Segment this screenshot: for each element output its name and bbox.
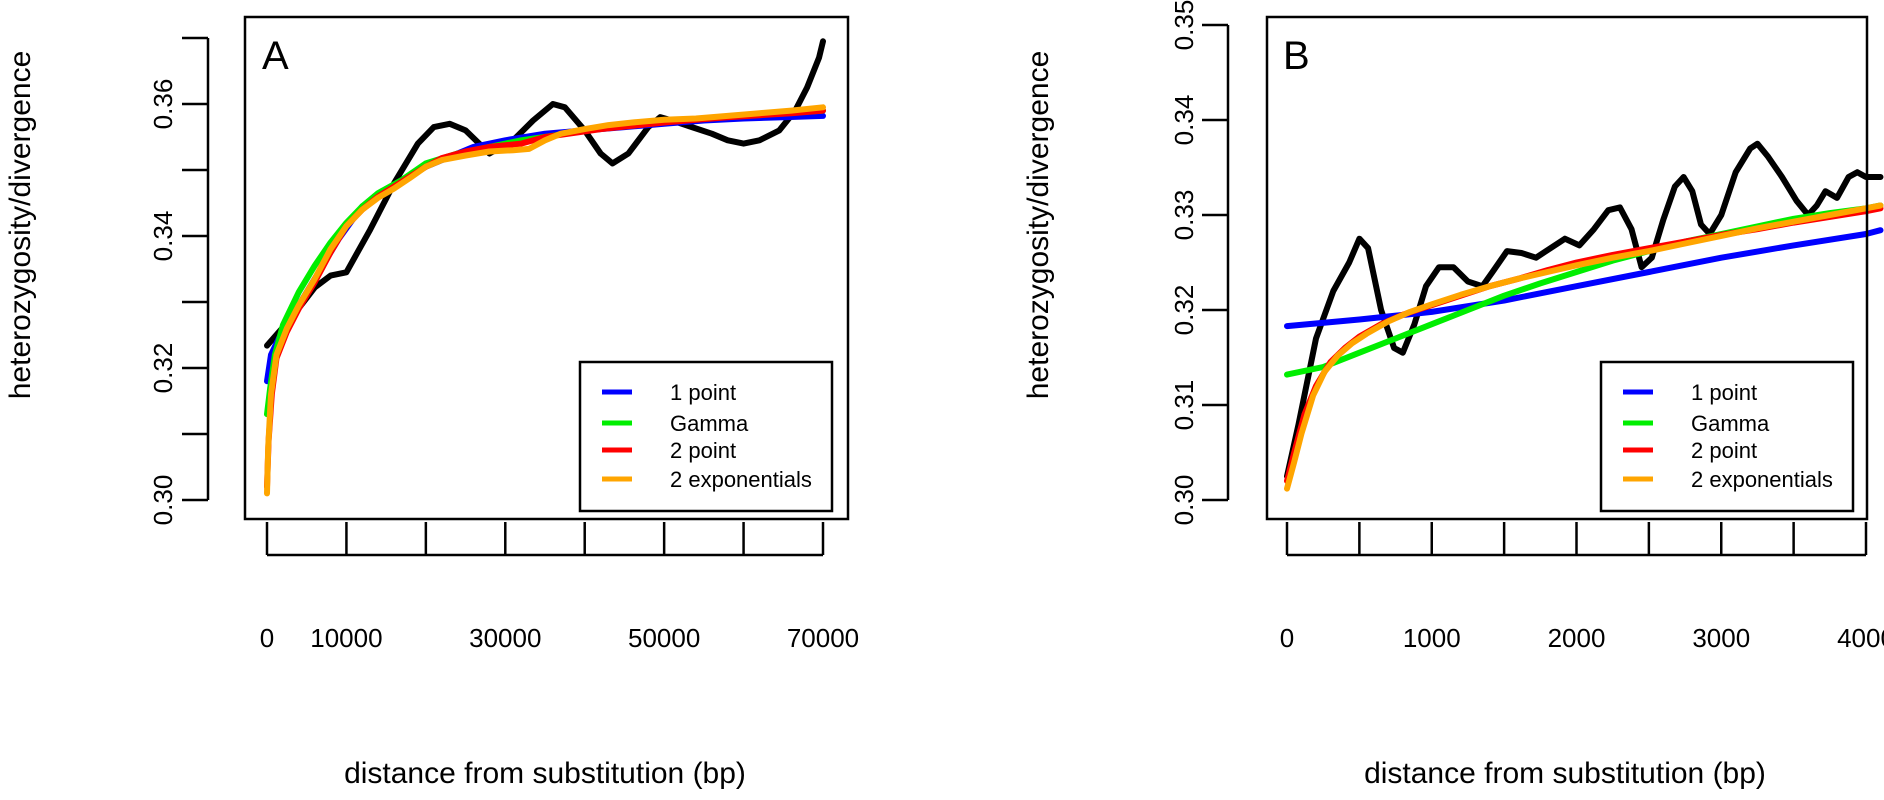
- legend-label-gamma: Gamma: [670, 411, 749, 436]
- series-line-1-point: [264, 112, 826, 385]
- y-tick-label: 0.32: [148, 343, 178, 394]
- x-axis-title-b: distance from substitution (bp): [1364, 757, 1766, 790]
- legend-box: [1599, 360, 1855, 513]
- legend-box: [578, 360, 834, 513]
- x-axis-title-a: distance from substitution (bp): [344, 757, 746, 790]
- x-tick-label: 50000: [628, 623, 700, 653]
- series-line-2-exponentials: [264, 104, 826, 497]
- y-tick-label: 0.30: [1169, 475, 1199, 526]
- series-line-observed: [264, 38, 826, 349]
- x-tick-label: 30000: [469, 623, 541, 653]
- y-tick-label: 0.34: [148, 211, 178, 262]
- y-tick-label: 0.31: [1169, 380, 1199, 431]
- panel-a: heterozygosity/divergence distance from …: [4, 15, 859, 790]
- legend-label-2-exponentials: 2 exponentials: [670, 467, 812, 492]
- y-axis-title-a: heterozygosity/divergence: [4, 51, 37, 400]
- panel-letter-a: A: [262, 34, 289, 78]
- x-tick-label: 10000: [310, 623, 382, 653]
- legend-label-2-exponentials: 2 exponentials: [1691, 467, 1833, 492]
- x-tick-label: 70000: [787, 623, 859, 653]
- y-axis-title-b: heterozygosity/divergence: [1022, 51, 1055, 400]
- legend-label-2-point: 2 point: [1691, 438, 1757, 463]
- panel-letter-b: B: [1283, 34, 1310, 78]
- x-tick-label: 3000: [1692, 623, 1750, 653]
- y-tick-label: 0.32: [1169, 285, 1199, 336]
- axes-b: 0.30 0.31 0.32 0.33 0.34 0.35 0 1000 2000 3000 400…: [1169, 0, 1884, 653]
- x-tick-label: 4000: [1837, 623, 1884, 653]
- x-tick-label: 2000: [1548, 623, 1606, 653]
- axes-a: 0.30 0.32 0.34 0.36 0 10000 30000 50000 70000: [148, 36, 859, 653]
- y-tick-label: 0.36: [148, 79, 178, 130]
- legend-label-1-point: 1 point: [670, 380, 736, 405]
- legend-label-2-point: 2 point: [670, 438, 736, 463]
- legend-label-gamma: Gamma: [1691, 411, 1770, 436]
- plot-frame-a: [243, 15, 850, 521]
- y-tick-label: 0.33: [1169, 190, 1199, 241]
- series-layer-a: [264, 38, 826, 497]
- y-tick-label: 0.34: [1169, 95, 1199, 146]
- panel-b: heterozygosity/divergence distance from …: [1022, 0, 1884, 790]
- x-tick-label: 0: [260, 623, 274, 653]
- y-tick-label: 0.35: [1169, 0, 1199, 50]
- series-line-observed: [1284, 140, 1884, 480]
- x-tick-label: 0: [1280, 623, 1294, 653]
- plot-frame-b: [1265, 15, 1869, 521]
- series-line-2-exponentials: [1284, 202, 1884, 492]
- legend-label-1-point: 1 point: [1691, 380, 1757, 405]
- series-layer-b: [1284, 140, 1884, 492]
- y-tick-label: 0.30: [148, 475, 178, 526]
- x-tick-label: 1000: [1403, 623, 1461, 653]
